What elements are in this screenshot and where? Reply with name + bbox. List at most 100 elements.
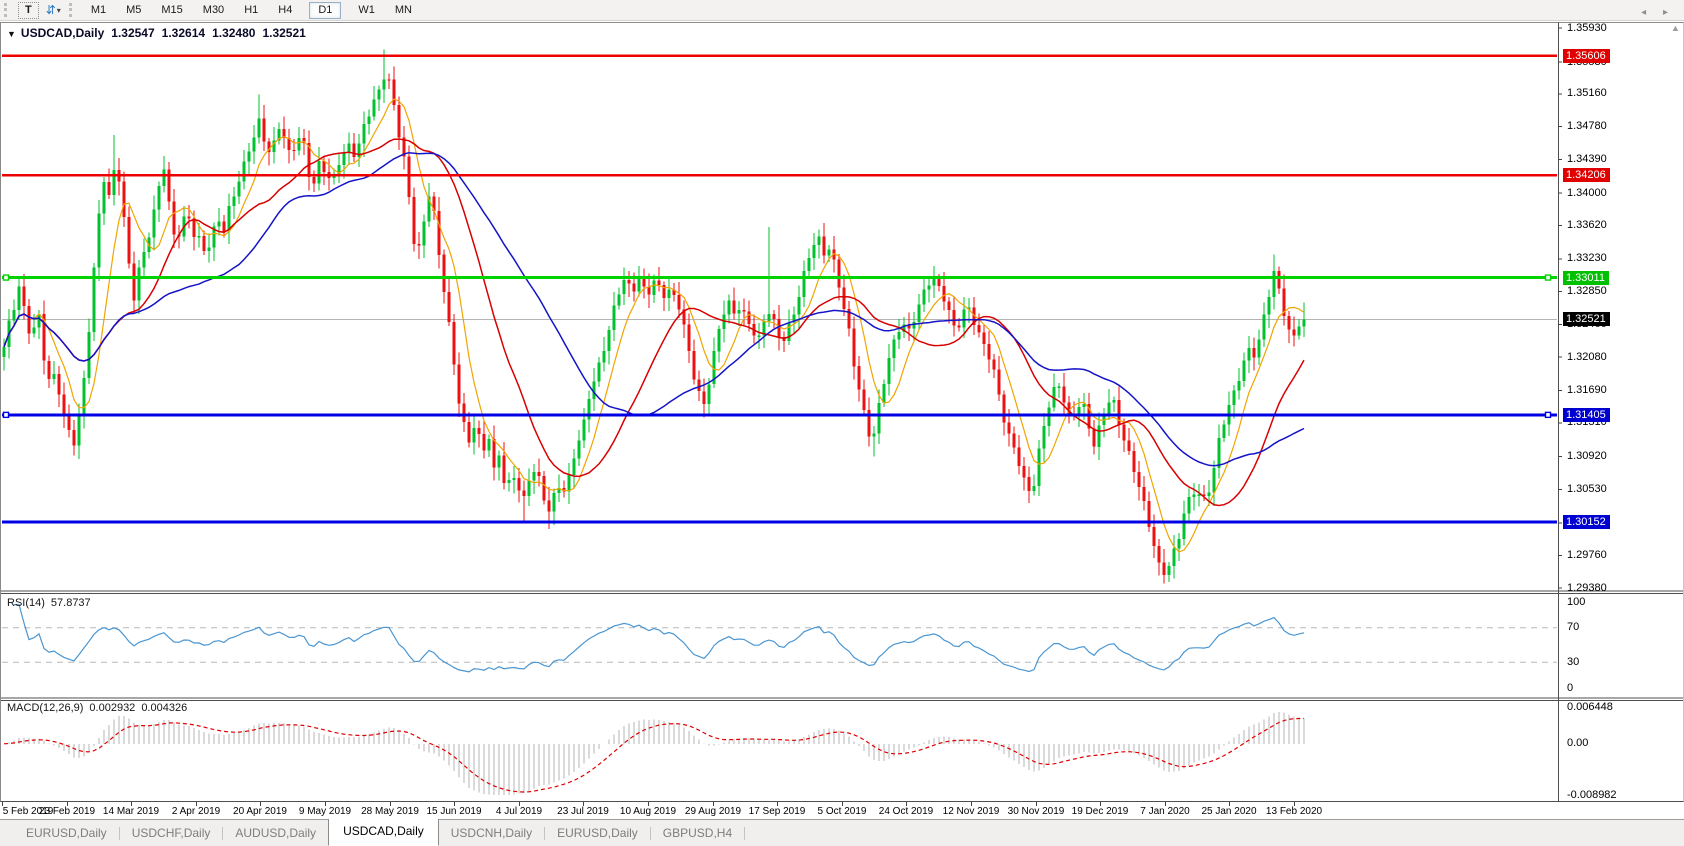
- tab-audusd-daily[interactable]: AUDUSD,Daily: [235, 826, 317, 840]
- price-badge-1.32521: 1.32521: [1563, 312, 1610, 327]
- toolbar-grip[interactable]: [4, 3, 10, 17]
- hline-edit-marker[interactable]: [2, 411, 10, 419]
- date-label: 25 Jan 2020: [1201, 806, 1257, 817]
- date-label: 15 Jun 2019: [426, 806, 482, 817]
- tab-usdcad-daily[interactable]: USDCAD,Daily: [328, 818, 439, 846]
- date-tick-mark: [67, 802, 68, 806]
- date-label: 28 May 2019: [361, 806, 419, 817]
- date-label: 2 Apr 2019: [171, 806, 221, 817]
- date-tick-mark: [648, 802, 649, 806]
- tab-usdcnh-daily[interactable]: USDCNH,Daily: [450, 826, 533, 840]
- tf-button-m30[interactable]: M30: [194, 2, 233, 19]
- quote-high: 1.32614: [161, 26, 206, 40]
- quote-low: 1.32480: [212, 26, 256, 40]
- rsi-line: [14, 603, 1305, 673]
- macd-signal-line: [3, 717, 1304, 793]
- date-label: 10 Aug 2019: [619, 806, 677, 817]
- tab-separator: [744, 826, 746, 840]
- price-tick-label: 1.32080: [1567, 350, 1607, 363]
- tab-scroll-left-icon[interactable]: ◂: [1641, 7, 1647, 18]
- tf-button-d1[interactable]: D1: [309, 1, 342, 19]
- text-tool-button[interactable]: T: [18, 1, 39, 19]
- chart-title: ▼ USDCAD,Daily 1.32547 1.32614 1.32480 1.3252…: [7, 26, 306, 40]
- toolbar-grip[interactable]: [68, 3, 75, 17]
- date-label: 23 Feb 2019: [38, 806, 96, 817]
- price-tick-label: 1.35930: [1567, 21, 1607, 34]
- tab-usdchf-daily[interactable]: USDCHF,Daily: [131, 826, 211, 840]
- date-tick-mark: [777, 802, 778, 806]
- price-tick-label: 1.33230: [1567, 252, 1607, 265]
- quote-open: 1.32547: [111, 26, 155, 40]
- arrange-arrows-icon[interactable]: ⇵: [45, 3, 56, 17]
- price-badge-1.34206: 1.34206: [1563, 168, 1610, 183]
- date-tick-mark: [519, 802, 520, 806]
- rsi-name: RSI(14): [7, 597, 45, 609]
- rsi-axis-label: 0: [1567, 681, 1574, 694]
- time-axis[interactable]: 5 Feb 2019 23 Feb 2019 14 Mar 2019 2 Apr 20…: [0, 802, 1684, 819]
- ma-7-line: [3, 98, 1305, 553]
- tf-button-mn[interactable]: MN: [386, 2, 421, 19]
- tf-button-w1[interactable]: W1: [349, 2, 384, 19]
- date-tick-mark: [971, 802, 972, 806]
- hline-edit-marker[interactable]: [1544, 274, 1552, 281]
- date-label: 5 Oct 2019: [817, 806, 867, 817]
- tf-button-h4[interactable]: H4: [269, 2, 301, 19]
- price-tick-label: 1.34390: [1567, 153, 1607, 166]
- date-label: 14 Mar 2019: [102, 806, 160, 817]
- date-label: 12 Nov 2019: [942, 806, 1000, 817]
- date-tick-mark: [1036, 802, 1037, 806]
- date-label: 23 Jul 2019: [557, 806, 609, 817]
- date-tick-mark: [454, 802, 455, 806]
- macd-signal-value: 0.004326: [141, 702, 188, 714]
- price-tick-label: 1.32850: [1567, 284, 1607, 297]
- date-label: 19 Dec 2019: [1071, 806, 1129, 817]
- scroll-up-icon[interactable]: ▲: [1671, 23, 1680, 33]
- rsi-axis-label: 30: [1567, 655, 1580, 668]
- ma-40-line: [3, 151, 1305, 467]
- date-label: 7 Jan 2020: [1140, 806, 1190, 817]
- macd-main-value: 0.002932: [89, 702, 136, 714]
- hline-edit-marker[interactable]: [1544, 411, 1552, 419]
- date-label: 5 Feb 2019: [2, 806, 54, 817]
- date-tick-mark: [325, 802, 326, 806]
- date-label: 24 Oct 2019: [878, 806, 934, 817]
- collapse-icon[interactable]: ▼: [7, 29, 16, 39]
- symbol-period-label: USDCAD,Daily: [20, 26, 105, 40]
- rsi-axis-label: 70: [1567, 621, 1580, 634]
- price-badge-1.30152: 1.30152: [1563, 514, 1610, 529]
- rsi-axis-label: 100: [1567, 595, 1586, 608]
- date-label: 29 Aug 2019: [684, 806, 742, 817]
- macd-axis-label: 0.006448: [1567, 700, 1613, 713]
- macd-indicator-label: MACD(12,26,9) 0.002932 0.004326: [7, 702, 193, 714]
- date-tick-mark: [906, 802, 907, 806]
- tab-scroll-right-icon[interactable]: ▸: [1662, 7, 1668, 18]
- tf-button-h1[interactable]: H1: [235, 2, 267, 19]
- price-axis[interactable]: 1.359301.355301.351601.347801.343901.340…: [1559, 22, 1683, 802]
- date-tick-mark: [713, 802, 714, 806]
- tab-separator: [649, 826, 651, 840]
- chart-canvas[interactable]: [0, 22, 1684, 802]
- date-label: 20 Apr 2019: [233, 806, 287, 817]
- date-tick-mark: [390, 802, 391, 806]
- ma-20-line: [3, 138, 1305, 507]
- tf-button-m15[interactable]: M15: [152, 2, 191, 19]
- date-tick-mark: [1165, 802, 1166, 806]
- tf-button-m1[interactable]: M1: [82, 2, 115, 19]
- tab-eurusd-daily[interactable]: EURUSD,Daily: [26, 826, 107, 840]
- hline-edit-marker[interactable]: [2, 274, 10, 281]
- tab-eurusd-daily[interactable]: EURUSD,Daily: [557, 826, 638, 840]
- tab-gbpusd-h4[interactable]: GBPUSD,H4: [662, 826, 733, 840]
- price-tick-label: 1.35160: [1567, 87, 1607, 100]
- macd-axis-label: 0.00: [1567, 737, 1589, 750]
- macd-name: MACD(12,26,9): [7, 702, 84, 714]
- date-tick-mark: [260, 802, 261, 806]
- tab-separator: [544, 826, 546, 840]
- quote-close: 1.32521: [262, 26, 306, 40]
- macd-histogram: [8, 711, 1305, 795]
- date-tick-mark: [842, 802, 843, 806]
- rsi-indicator-label: RSI(14) 57.8737: [7, 597, 97, 609]
- tf-button-m5[interactable]: M5: [117, 2, 150, 19]
- dropdown-caret-icon[interactable]: ▾: [56, 5, 61, 15]
- timeframe-button-group: M1 M5 M15 M30 H1 H4 D1 W1 MN: [81, 1, 422, 19]
